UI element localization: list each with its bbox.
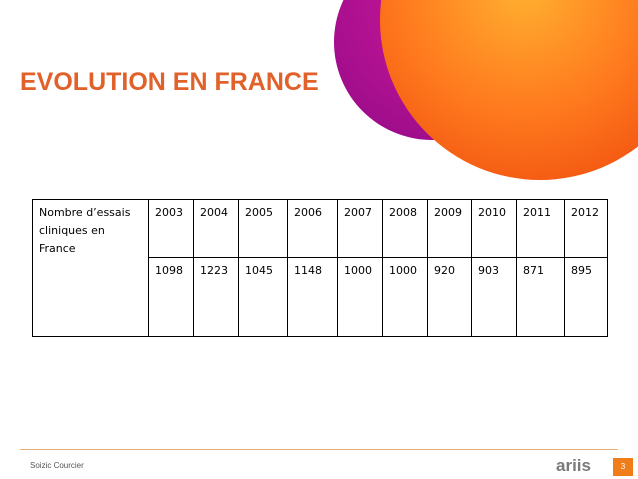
year-cell: 2003 — [148, 199, 194, 258]
values-row: 1098 1223 1045 1148 1000 1000 920 903 87… — [33, 257, 608, 337]
years-row: Nombre d’essais cliniques en France 2003… — [32, 199, 608, 337]
slide-title: EVOLUTION EN FRANCE — [20, 68, 319, 96]
year-cell: 2012 — [564, 199, 608, 258]
value-cell: 1098 — [148, 257, 194, 337]
ariis-logo: ariis — [556, 456, 591, 475]
row-label: Nombre d’essais cliniques en France — [32, 199, 149, 337]
year-cell: 2004 — [193, 199, 239, 258]
footer-author: Soizic Courcier — [30, 461, 84, 470]
year-cell: 2005 — [238, 199, 288, 258]
value-cell: 1223 — [193, 257, 239, 337]
value-cell: 903 — [471, 257, 517, 337]
value-cell: 871 — [516, 257, 565, 337]
trials-table: Nombre d’essais cliniques en France 2003… — [32, 199, 608, 337]
page-number: 3 — [613, 458, 633, 476]
value-cell: 895 — [564, 257, 608, 337]
value-cell: 920 — [427, 257, 472, 337]
year-cell: 2011 — [516, 199, 565, 258]
year-cell: 2007 — [337, 199, 383, 258]
year-cell: 2009 — [427, 199, 472, 258]
year-cell: 2008 — [382, 199, 428, 258]
year-cell: 2010 — [471, 199, 517, 258]
value-cell: 1000 — [382, 257, 428, 337]
value-cell: 1148 — [287, 257, 338, 337]
value-cell: 1000 — [337, 257, 383, 337]
footer-divider — [20, 449, 618, 450]
value-cell: 1045 — [238, 257, 288, 337]
orange-circle — [380, 0, 638, 180]
year-cell: 2006 — [287, 199, 338, 258]
